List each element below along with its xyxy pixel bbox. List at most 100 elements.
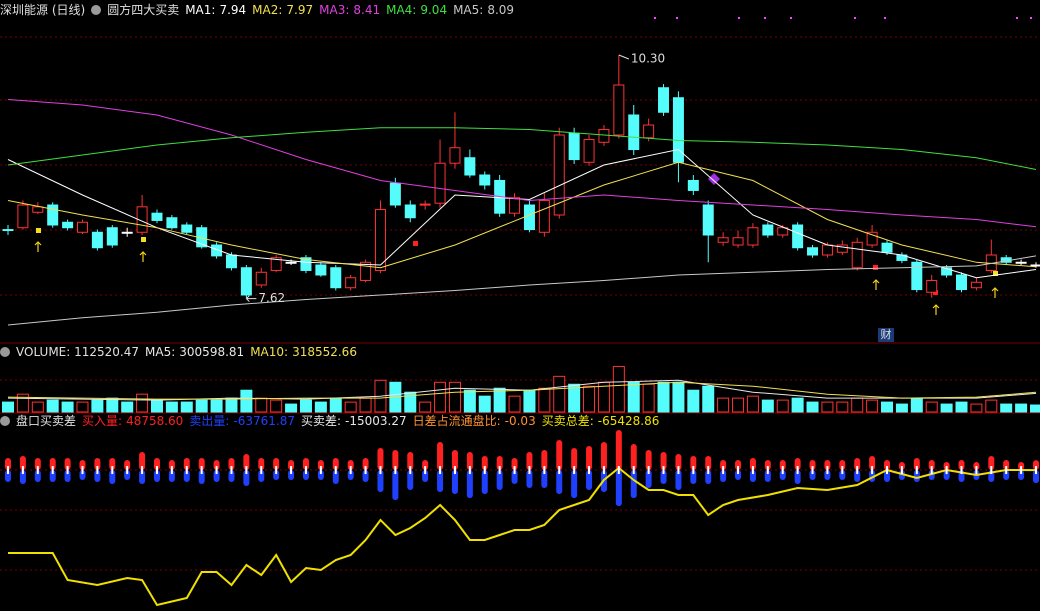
candle-body xyxy=(643,124,655,139)
candle-body xyxy=(17,204,29,229)
volume-bar xyxy=(136,393,149,413)
flow-bar xyxy=(928,470,935,481)
volume-bar xyxy=(225,397,238,413)
signal-square xyxy=(413,241,418,246)
center-tick xyxy=(737,466,740,475)
flow-bar xyxy=(958,460,965,471)
volume-bar xyxy=(791,397,804,413)
volume-bar xyxy=(761,399,774,413)
event-badge: 财 xyxy=(878,328,894,342)
plot-area: 10.30 7.62 xyxy=(2,52,1040,607)
flow-bar xyxy=(690,456,697,471)
flow-bar xyxy=(586,446,593,471)
candle-body xyxy=(926,279,938,293)
flow-bar xyxy=(764,460,771,471)
candle-body xyxy=(47,204,59,226)
legend-value: 7.97 xyxy=(286,3,314,17)
center-tick xyxy=(930,466,933,475)
candle-body xyxy=(374,209,386,271)
flow-bar xyxy=(1033,470,1039,484)
candle-body xyxy=(330,267,342,289)
volume-title: VOLUME: 112520.47 xyxy=(16,344,139,360)
candle-body xyxy=(211,244,223,257)
flow-bar xyxy=(243,454,250,471)
flow-bar xyxy=(332,458,339,471)
flow-bar xyxy=(243,470,250,487)
candle-body xyxy=(687,179,699,191)
center-tick xyxy=(781,466,784,475)
dot xyxy=(1030,17,1032,19)
flow-bar xyxy=(1018,462,1025,471)
flow-bar xyxy=(481,470,488,495)
flow-bar xyxy=(764,470,771,483)
volume-bar xyxy=(344,401,357,413)
flow-bar xyxy=(109,458,116,471)
flow-bar xyxy=(64,458,71,471)
dot xyxy=(854,17,856,19)
legend-item: 卖出量: -63761.87 xyxy=(189,413,295,429)
center-tick xyxy=(111,466,114,475)
flow-bar xyxy=(377,448,384,471)
volume-bar xyxy=(866,399,879,413)
center-tick xyxy=(841,466,844,475)
signal-icons xyxy=(34,17,1032,315)
center-tick xyxy=(424,466,427,475)
dot xyxy=(676,17,678,19)
volume-bar xyxy=(508,395,521,413)
ma-line xyxy=(7,161,1037,269)
flow-bar xyxy=(139,470,146,485)
legend-value: -0.03 xyxy=(504,414,536,428)
panel-frame xyxy=(0,36,1040,571)
candle-body xyxy=(464,157,476,176)
volume-bar xyxy=(732,397,745,413)
legend-value: 318552.66 xyxy=(292,345,357,359)
candle-body xyxy=(225,254,237,269)
volume-bar xyxy=(553,375,566,413)
volume-bar xyxy=(910,397,923,413)
volume-bar xyxy=(538,387,551,413)
flow-bar xyxy=(571,470,578,499)
flow-bar xyxy=(258,470,265,483)
flow-bar xyxy=(49,458,56,471)
flow-bar xyxy=(437,470,444,493)
candle-body xyxy=(509,197,521,214)
candle-body xyxy=(583,139,595,163)
volume-ma-line xyxy=(7,381,1037,400)
volume-bar xyxy=(16,393,29,413)
legend-name: 买卖差: xyxy=(300,414,342,428)
flow-bar xyxy=(407,470,414,491)
volume-bar xyxy=(150,399,163,413)
legend-value: 300598.81 xyxy=(179,345,245,359)
legend-item: 买卖总差: -65428.86 xyxy=(542,413,660,429)
candle-body xyxy=(434,162,446,204)
flow-bar xyxy=(5,458,11,471)
volume-bar xyxy=(702,385,715,413)
volume-bar xyxy=(940,403,953,413)
flow-bar xyxy=(943,470,950,481)
candle-body xyxy=(1015,261,1027,264)
candle-body xyxy=(777,227,789,236)
center-tick xyxy=(498,466,501,475)
candle-body xyxy=(449,147,461,164)
volume-bar xyxy=(448,381,461,413)
legend-value: -15003.27 xyxy=(345,414,407,428)
icon xyxy=(0,347,10,357)
flow-bar xyxy=(779,470,786,481)
center-tick xyxy=(588,466,591,475)
center-tick xyxy=(409,466,412,475)
flow-bar xyxy=(422,470,429,483)
center-tick xyxy=(945,466,948,475)
flow-bar xyxy=(362,470,369,483)
volume-bar xyxy=(672,381,685,413)
flow-bar xyxy=(511,458,518,471)
candle-body xyxy=(866,231,878,246)
legend-item: MA2: 7.97 xyxy=(252,2,313,18)
center-tick xyxy=(632,466,635,475)
center-tick xyxy=(215,466,218,475)
signal-square xyxy=(873,265,878,270)
flow-bar xyxy=(347,460,354,471)
flow-bar xyxy=(749,458,756,471)
volume-bar xyxy=(270,399,283,413)
legend-name: MA5: xyxy=(453,3,484,17)
candle-body xyxy=(956,274,968,291)
